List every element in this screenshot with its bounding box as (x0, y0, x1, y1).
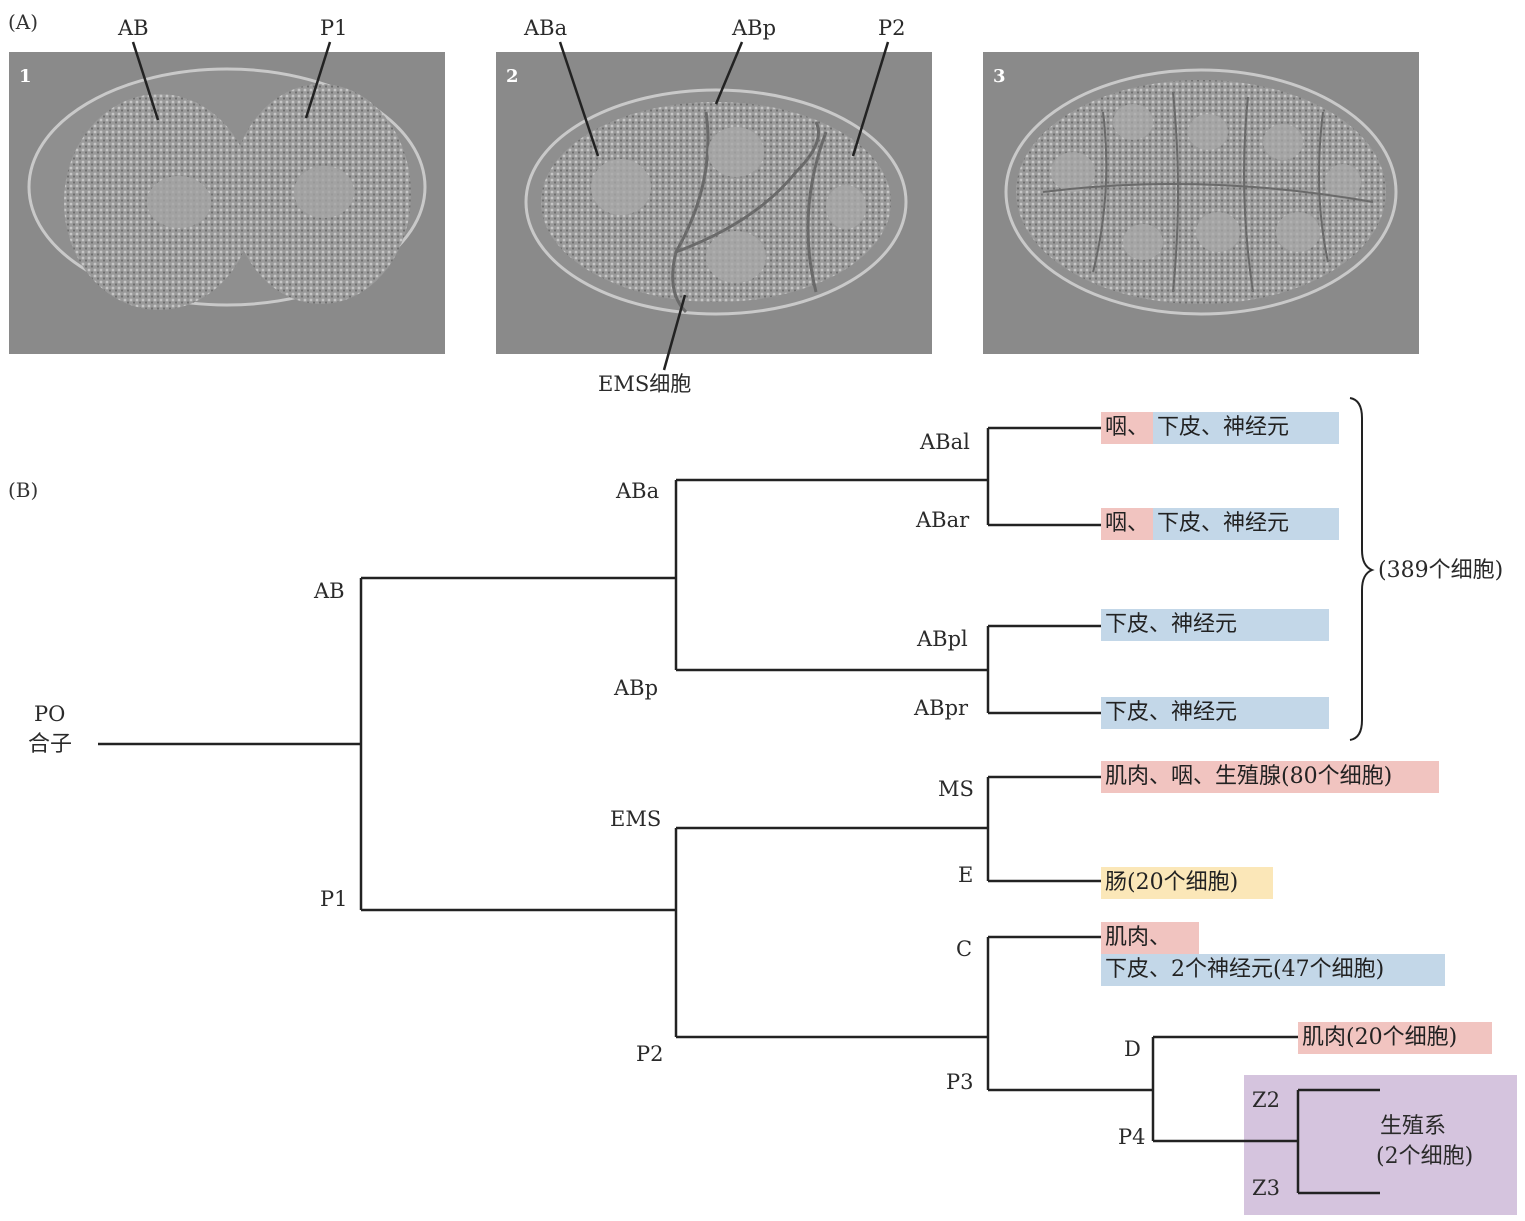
callout-abp: ABp (732, 16, 777, 40)
node-p3: P3 (946, 1070, 974, 1094)
photo-number: 2 (506, 66, 519, 87)
fate-c-ectoderm: 下皮、2个神经元(47个细胞) (1101, 954, 1445, 986)
fate-abal-ectoderm: 下皮、神经元 (1153, 412, 1340, 444)
node-p2: P2 (636, 1042, 664, 1066)
node-z3: Z3 (1252, 1176, 1280, 1200)
node-ems: EMS (610, 807, 662, 831)
fate-abpl-ectoderm: 下皮、神经元 (1101, 609, 1329, 641)
node-z2: Z2 (1252, 1088, 1280, 1112)
fate-abar-ectoderm: 下皮、神经元 (1153, 508, 1340, 540)
fate-abal-pharynx: 咽、 (1101, 412, 1154, 444)
node-ms: MS (938, 777, 974, 801)
fate-e-intestine: 肠(20个细胞) (1101, 867, 1273, 899)
ab-total-cells: (389个细胞) (1378, 558, 1504, 583)
fate-e: 肠(20个细胞) (1101, 867, 1273, 899)
node-p1: P1 (320, 887, 348, 911)
fate-d-muscle: 肌肉(20个细胞) (1298, 1022, 1492, 1054)
node-abal: ABal (920, 430, 970, 454)
node-p0: PO (34, 702, 66, 726)
fate-abpl: 下皮、神经元 (1101, 609, 1329, 641)
node-abpl: ABpl (917, 627, 968, 651)
embryo-photo-2: 2 (496, 52, 932, 354)
callout-p1: P1 (320, 16, 348, 40)
photo-number: 1 (19, 66, 32, 87)
callout-ab: AB (118, 16, 149, 40)
germline-label: 生殖系 (1380, 1114, 1447, 1139)
fate-ms-muscle: 肌肉、咽、生殖腺(80个细胞) (1101, 761, 1439, 793)
germline-region (1244, 1075, 1517, 1215)
panel-b-label: (B) (8, 478, 39, 502)
embryo-2-cell-image (27, 67, 427, 310)
fate-c-ectoderm-label: 下皮、2个神经元(47个细胞) (1101, 954, 1445, 986)
panel-a-label: (A) (8, 10, 39, 34)
callout-ems-cell: EMS细胞 (598, 372, 692, 396)
fate-c-muscle: 肌肉、 (1101, 922, 1199, 954)
callout-aba: ABa (524, 16, 568, 40)
embryo-photo-1: 1 (9, 52, 445, 354)
fate-abal: 咽、 下皮、神经元 (1101, 412, 1340, 444)
node-e: E (958, 863, 974, 887)
callout-p2: P2 (878, 16, 906, 40)
fate-ms: 肌肉、咽、生殖腺(80个细胞) (1101, 761, 1439, 793)
node-ab: AB (314, 579, 345, 603)
embryo-multi-cell-image (1004, 68, 1398, 316)
fate-c-muscle-label: 肌肉、 (1101, 922, 1199, 954)
fate-abpr-ectoderm: 下皮、神经元 (1101, 697, 1329, 729)
fate-abpr: 下皮、神经元 (1101, 697, 1329, 729)
node-c: C (956, 937, 973, 961)
node-abpr: ABpr (914, 696, 969, 720)
embryo-photo-3: 3 (983, 52, 1419, 354)
node-d: D (1124, 1037, 1141, 1061)
node-aba: ABa (616, 479, 660, 503)
photo-number: 3 (993, 66, 1006, 87)
germline-count: (2个细胞) (1376, 1144, 1474, 1169)
node-abar: ABar (916, 508, 970, 532)
fate-d: 肌肉(20个细胞) (1298, 1022, 1492, 1054)
node-zygote: 合子 (28, 732, 73, 757)
fate-abar-pharynx: 咽、 (1101, 508, 1154, 540)
embryo-4-cell-image (524, 88, 908, 316)
node-abp: ABp (614, 676, 659, 700)
fate-abar: 咽、 下皮、神经元 (1101, 508, 1340, 540)
node-p4: P4 (1118, 1125, 1146, 1149)
